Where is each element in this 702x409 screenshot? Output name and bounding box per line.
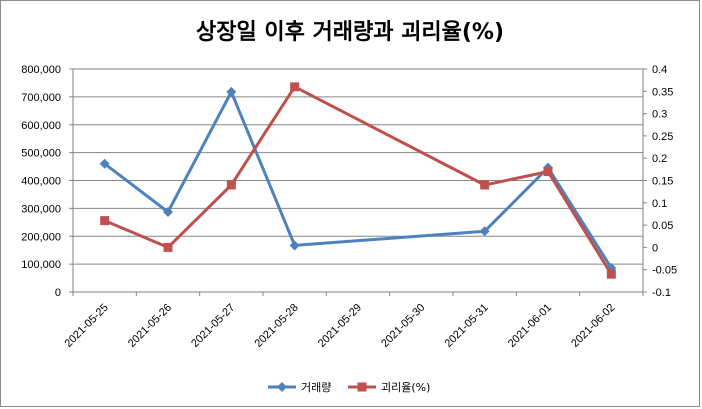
gridlines: [73, 68, 643, 293]
left-tick-label: 200,000: [21, 231, 61, 243]
left-tick-label: 0: [55, 287, 61, 299]
data-point-diamond: [479, 226, 490, 237]
data-point-square: [100, 216, 110, 226]
left-tick-label: 800,000: [21, 64, 61, 76]
series-layer: [99, 82, 617, 279]
data-point-diamond: [99, 158, 110, 169]
x-axis: 2021-05-25 2021-05-26 2021-05-27 2021-05-28…: [63, 292, 644, 350]
left-tick-label: 700,000: [21, 92, 61, 104]
data-point-diamond: [226, 86, 237, 97]
x-tick-label: 2021-05-29: [316, 302, 364, 350]
data-point-square: [606, 269, 616, 279]
right-tick-label: 0.4: [652, 64, 667, 76]
left-tick-label: 100,000: [21, 259, 61, 271]
data-point-square: [163, 242, 173, 252]
legend-marker: [277, 382, 287, 392]
data-point-square: [480, 180, 490, 190]
left-tick-label: 500,000: [21, 148, 61, 160]
right-tick-label: 0.05: [652, 220, 673, 232]
legend-label: 괴리율(%): [381, 381, 430, 394]
right-tick-label: 0: [652, 242, 658, 254]
x-tick-label: 2021-06-01: [506, 302, 554, 350]
data-point-square: [290, 82, 300, 92]
x-tick-label: 2021-05-31: [443, 302, 491, 350]
right-tick-label: -0.05: [652, 265, 677, 277]
right-tick-label: 0.1: [652, 198, 667, 210]
x-tick-label: 2021-05-25: [63, 302, 111, 350]
left-tick-label: 600,000: [21, 120, 61, 132]
right-tick-label: -0.1: [652, 287, 671, 299]
right-tick-label: 0.25: [652, 131, 673, 143]
right-tick-label: 0.2: [652, 153, 667, 165]
data-point-diamond: [163, 206, 173, 217]
x-tick-label: 2021-05-26: [126, 302, 174, 350]
right-tick-label: 0.15: [652, 176, 673, 188]
data-point-diamond: [289, 240, 300, 251]
x-tick-label: 2021-05-27: [189, 302, 237, 350]
legend-label: 거래량: [301, 381, 331, 394]
x-tick-label: 2021-06-02: [569, 302, 617, 350]
data-point-square: [543, 167, 553, 177]
right-tick-label: 0.3: [652, 109, 667, 121]
chart-title: 상장일 이후 거래량과 괴리율(%): [195, 20, 504, 45]
data-point-square: [226, 180, 236, 190]
x-tick-label: 2021-05-28: [253, 302, 301, 350]
left-axis: 0 100,000 200,000 300,000 400,000 500,000 600,…: [21, 64, 73, 299]
left-tick-label: 300,000: [21, 203, 61, 215]
left-tick-label: 400,000: [21, 176, 61, 188]
right-axis: -0.1 -0.05 0 0.05 0.1 0.15 0.2 0.25 0.3 0.35 0.4: [643, 64, 677, 299]
x-tick-label: 2021-05-30: [379, 302, 427, 350]
legend-marker: [357, 382, 367, 392]
right-tick-label: 0.35: [652, 86, 673, 98]
legend: 거래량 괴리율(%): [268, 381, 430, 394]
